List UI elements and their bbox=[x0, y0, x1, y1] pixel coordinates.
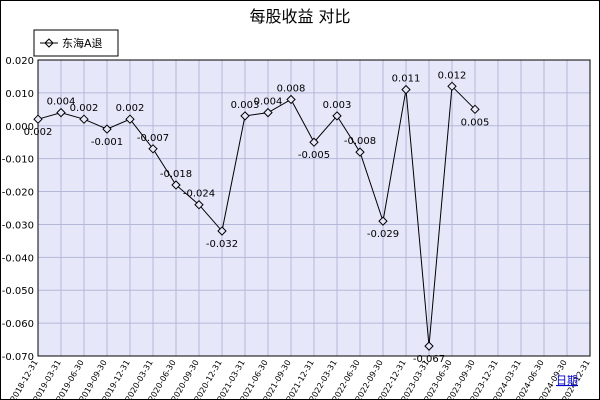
y-axis-ticks: 0.020 0.010 0.000 -0.010 -0.020 -0.030 -0.040 -… bbox=[2, 56, 34, 363]
data-point-marker[interactable] bbox=[125, 114, 135, 124]
data-point-marker[interactable] bbox=[33, 114, 43, 124]
data-point-marker[interactable] bbox=[378, 216, 388, 226]
y-tick-label: 0.020 bbox=[5, 56, 34, 67]
data-label: 0.005 bbox=[461, 117, 490, 128]
data-point-marker[interactable] bbox=[217, 226, 227, 236]
legend-diamond-icon bbox=[44, 38, 54, 48]
data-label: -0.032 bbox=[206, 239, 238, 250]
data-label: 0.004 bbox=[47, 97, 76, 108]
x-axis-ticks: 2018-12-312019-03-312019-06-302019-09-30… bbox=[9, 359, 592, 400]
y-tick-label: -0.030 bbox=[2, 220, 34, 231]
data-label: -0.024 bbox=[183, 189, 215, 200]
series-polyline bbox=[37, 85, 476, 347]
y-tick-label: -0.040 bbox=[2, 253, 34, 264]
y-tick-label: -0.010 bbox=[2, 155, 34, 166]
data-label: -0.029 bbox=[367, 229, 399, 240]
data-label: -0.007 bbox=[137, 133, 169, 144]
data-label: -0.018 bbox=[160, 169, 192, 180]
data-label: 0.011 bbox=[392, 74, 421, 85]
y-tick-label: 0.000 bbox=[5, 122, 34, 133]
x-axis-date-link[interactable]: 日期 bbox=[556, 374, 578, 387]
y-tick-label: -0.050 bbox=[2, 286, 34, 297]
data-label: -0.001 bbox=[91, 137, 123, 148]
data-point-marker[interactable] bbox=[79, 114, 89, 124]
data-label: 0.003 bbox=[323, 100, 352, 111]
y-tick-label: -0.070 bbox=[2, 352, 34, 363]
data-point-marker[interactable] bbox=[171, 180, 181, 190]
data-label: 0.003 bbox=[231, 100, 260, 111]
data-label: 0.002 bbox=[24, 127, 53, 138]
data-label: -0.005 bbox=[298, 150, 330, 161]
gridlines bbox=[37, 59, 591, 357]
data-label: 0.008 bbox=[277, 83, 306, 94]
data-point-marker[interactable] bbox=[309, 137, 319, 147]
data-point-marker[interactable] bbox=[148, 144, 158, 154]
y-tick-label: 0.010 bbox=[5, 89, 34, 100]
data-point-marker[interactable] bbox=[286, 94, 296, 105]
chart-title: 每股收益 对比 bbox=[249, 7, 350, 26]
data-label: 0.002 bbox=[70, 103, 99, 114]
data-point-marker[interactable] bbox=[102, 124, 112, 134]
data-point-marker[interactable] bbox=[56, 107, 66, 118]
data-label: 0.002 bbox=[116, 103, 145, 114]
data-point-marker[interactable] bbox=[470, 104, 480, 115]
y-tick-label: -0.060 bbox=[2, 319, 34, 330]
y-tick-label: -0.020 bbox=[2, 188, 34, 199]
data-point-marker[interactable] bbox=[194, 200, 204, 210]
data-label: 0.012 bbox=[438, 70, 467, 81]
data-point-marker[interactable] bbox=[355, 147, 365, 157]
data-point-marker[interactable] bbox=[401, 84, 411, 95]
data-label: -0.067 bbox=[413, 354, 445, 365]
data-point-marker[interactable] bbox=[332, 111, 342, 121]
data-point-marker[interactable] bbox=[263, 107, 273, 118]
data-point-marker[interactable] bbox=[424, 341, 434, 351]
data-point-marker[interactable] bbox=[240, 111, 250, 121]
data-point-marker[interactable] bbox=[447, 81, 457, 92]
data-label: -0.008 bbox=[344, 136, 376, 147]
data-label: 0.004 bbox=[254, 97, 283, 108]
plot-border bbox=[37, 59, 591, 357]
legend: 东海A退 bbox=[33, 29, 119, 57]
legend-series-label: 东海A退 bbox=[62, 36, 103, 50]
series-line: 0.0020.0040.002-0.0010.002-0.007-0.018-0… bbox=[24, 70, 490, 365]
